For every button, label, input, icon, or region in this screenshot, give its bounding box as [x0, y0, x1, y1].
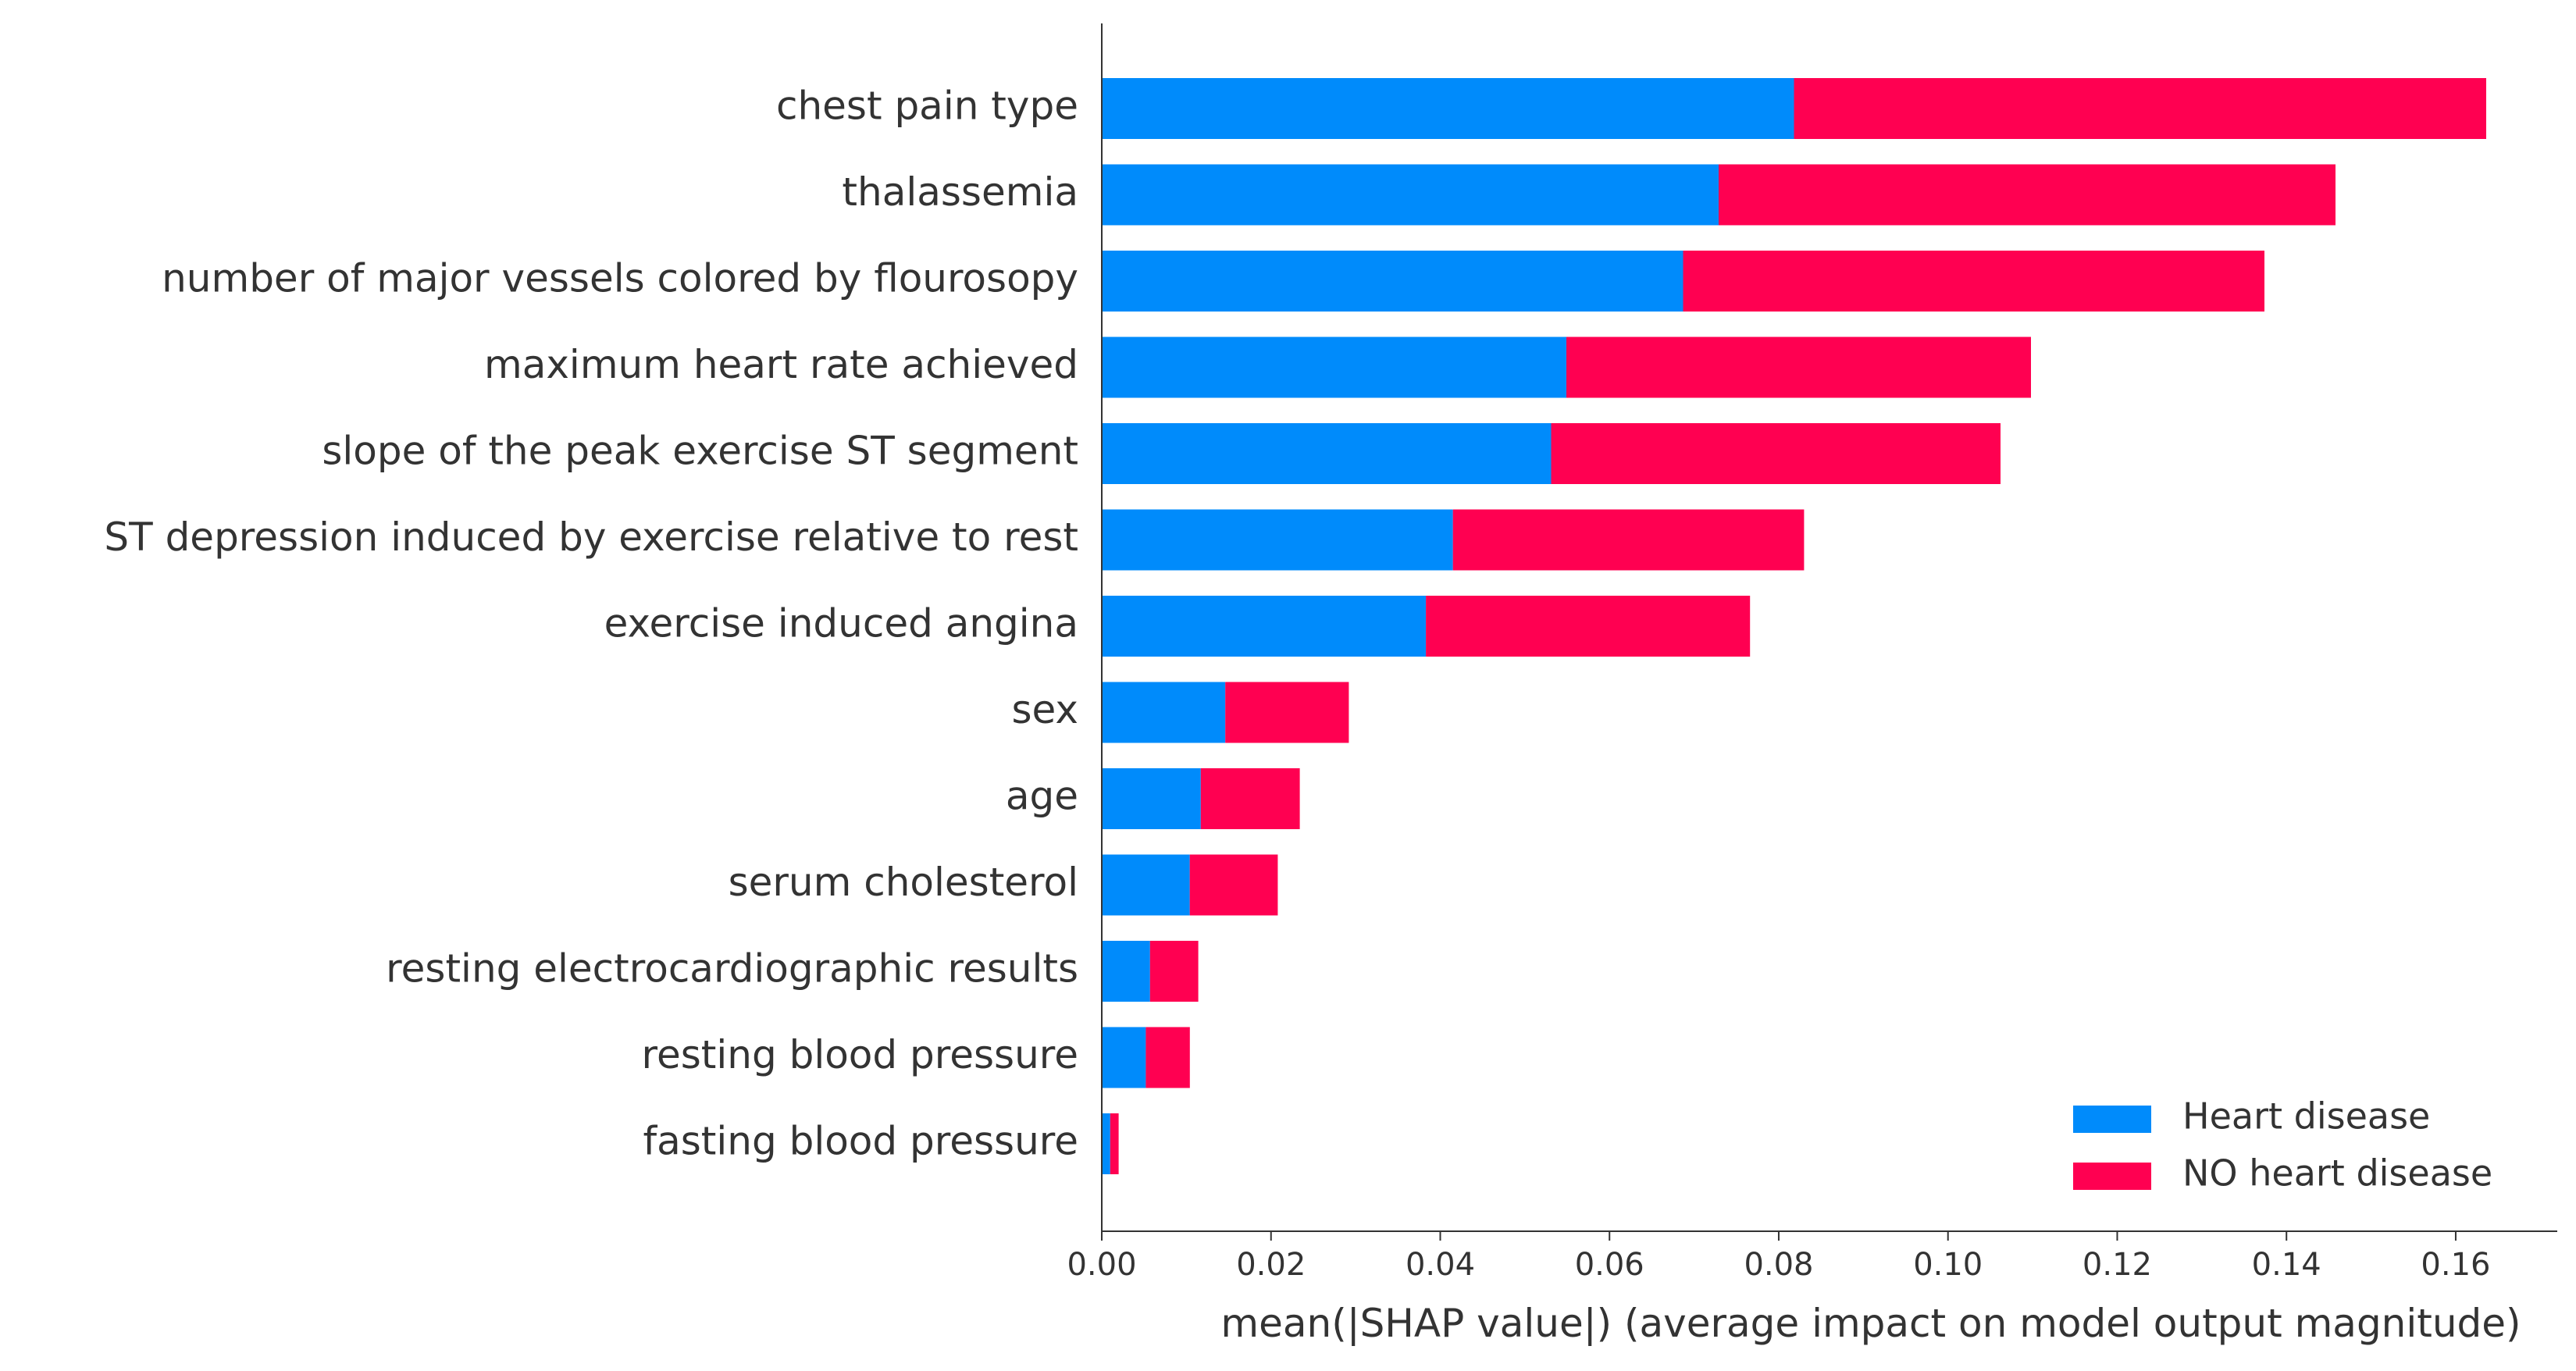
bar-heart-disease-10	[1102, 941, 1150, 1002]
bar-heart-disease-12	[1102, 1113, 1110, 1174]
bar-heart-disease-7	[1102, 682, 1226, 743]
category-label: sex	[1011, 687, 1078, 732]
bar-heart-disease-0	[1102, 78, 1794, 139]
category-label: slope of the peak exercise ST segment	[322, 429, 1078, 474]
x-tick-label: 0.00	[1067, 1247, 1136, 1283]
category-label: chest pain type	[776, 84, 1078, 129]
category-label: exercise induced angina	[604, 601, 1078, 646]
axes	[1101, 23, 2557, 1232]
bar-no-heart-disease-7	[1225, 682, 1349, 743]
category-label: ST depression induced by exercise relati…	[104, 515, 1078, 560]
category-label: maximum heart rate achieved	[484, 342, 1078, 387]
bar-heart-disease-4	[1102, 423, 1552, 484]
bar-heart-disease-11	[1102, 1027, 1146, 1088]
bar-heart-disease-1	[1102, 164, 1719, 226]
bar-heart-disease-8	[1102, 768, 1201, 829]
legend-label: NO heart disease	[2182, 1152, 2492, 1195]
bar-no-heart-disease-9	[1189, 854, 1278, 916]
category-label: serum cholesterol	[729, 860, 1078, 905]
bar-no-heart-disease-6	[1426, 596, 1751, 657]
bar-no-heart-disease-0	[1794, 78, 2486, 139]
bar-no-heart-disease-3	[1566, 337, 2031, 398]
bar-heart-disease-6	[1102, 596, 1427, 657]
bar-no-heart-disease-5	[1452, 509, 1805, 571]
x-tick-label: 0.06	[1575, 1247, 1644, 1283]
category-label: resting electrocardiographic results	[386, 946, 1078, 992]
x-axis-label: mean(|SHAP value|) (average impact on mo…	[1220, 1301, 2521, 1346]
bar-no-heart-disease-1	[1719, 164, 2336, 226]
bar-heart-disease-5	[1102, 509, 1453, 571]
bar-heart-disease-3	[1102, 337, 1566, 398]
category-labels: chest pain type thalassemia number of majo…	[104, 84, 1078, 1164]
category-label: resting blood pressure	[642, 1032, 1079, 1077]
x-tick-label: 0.08	[1744, 1247, 1813, 1283]
x-tick-label: 0.04	[1406, 1247, 1475, 1283]
bar-no-heart-disease-10	[1149, 941, 1199, 1002]
bar-no-heart-disease-12	[1110, 1113, 1119, 1174]
legend-swatch-no-heart-disease	[2073, 1163, 2151, 1190]
x-tick-label: 0.10	[1913, 1247, 1983, 1283]
category-label: number of major vessels colored by flour…	[162, 256, 1078, 301]
legend-label: Heart disease	[2182, 1095, 2430, 1138]
bar-heart-disease-2	[1102, 251, 1683, 312]
bar-heart-disease-9	[1102, 854, 1190, 916]
category-label: fasting blood pressure	[643, 1119, 1078, 1164]
x-tick-label: 0.02	[1236, 1247, 1306, 1283]
category-label: age	[1006, 774, 1078, 819]
x-tick-label: 0.12	[2083, 1247, 2152, 1283]
bar-no-heart-disease-11	[1145, 1027, 1190, 1088]
bar-no-heart-disease-4	[1551, 423, 2001, 484]
bars-layer	[1102, 78, 2486, 1174]
category-label: thalassemia	[842, 169, 1078, 215]
x-tick-label: 0.16	[2421, 1247, 2490, 1283]
legend: Heart disease NO heart disease	[2073, 1095, 2492, 1195]
x-axis-ticks: 0.00 0.02 0.04 0.06 0.08 0.10 0.12 0.14 0.16	[1067, 1231, 2490, 1283]
x-tick-label: 0.14	[2252, 1247, 2321, 1283]
bar-no-heart-disease-8	[1200, 768, 1300, 829]
bar-no-heart-disease-2	[1683, 251, 2264, 312]
legend-swatch-heart-disease	[2073, 1106, 2151, 1133]
